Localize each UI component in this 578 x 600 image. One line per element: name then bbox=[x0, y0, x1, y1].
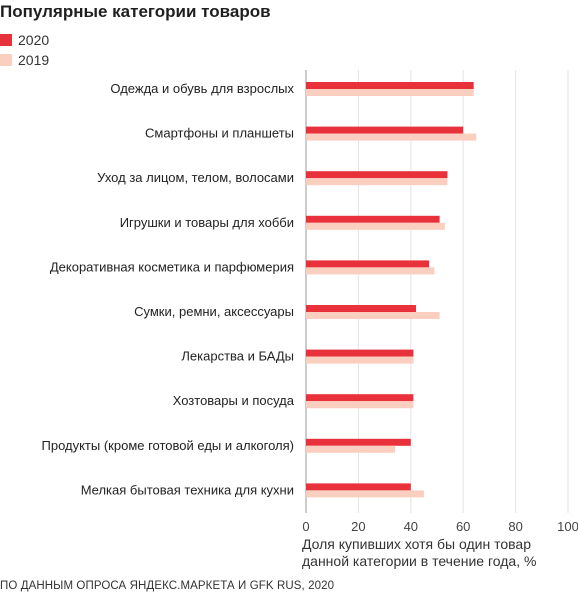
bar-2019 bbox=[306, 356, 414, 364]
bar-2020 bbox=[306, 483, 411, 491]
bar-2019 bbox=[306, 490, 424, 498]
legend-swatch-2020 bbox=[0, 34, 12, 46]
chart-title: Популярные категории товаров bbox=[0, 2, 271, 21]
category-label: Сумки, ремни, аксессуары bbox=[134, 304, 294, 319]
bar-2020 bbox=[306, 349, 414, 357]
bar-2019 bbox=[306, 401, 414, 409]
bar-2020 bbox=[306, 82, 474, 89]
legend-label-2020: 2020 bbox=[18, 32, 50, 48]
bar-2019 bbox=[306, 133, 477, 141]
x-tick-label: 40 bbox=[404, 519, 418, 534]
bar-2019 bbox=[306, 312, 440, 319]
bar-2020 bbox=[306, 171, 448, 179]
bar-2020 bbox=[306, 394, 414, 402]
x-tick-label: 100 bbox=[557, 519, 578, 534]
bar-2019 bbox=[306, 178, 448, 186]
bar-2019 bbox=[306, 445, 396, 453]
category-label: Уход за лицом, телом, волосами bbox=[97, 170, 294, 185]
legend-label-2019: 2019 bbox=[18, 52, 50, 68]
category-label: Декоративная косметика и парфюмерия bbox=[50, 259, 294, 274]
legend-item-2019: 2019 bbox=[0, 50, 49, 70]
bar-2019 bbox=[306, 89, 474, 96]
x-tick-label: 80 bbox=[508, 519, 522, 534]
legend-item-2020: 2020 bbox=[0, 30, 49, 50]
legend-swatch-2019 bbox=[0, 54, 12, 66]
bar-2019 bbox=[306, 222, 445, 230]
category-label: Продукты (кроме готовой еды и алкоголя) bbox=[42, 438, 295, 453]
category-label: Хозтовары и посуда bbox=[173, 393, 295, 408]
x-axis-label: данной категории в течение года, % bbox=[302, 553, 536, 569]
bar-2020 bbox=[306, 305, 417, 312]
bar-2020 bbox=[306, 126, 464, 134]
category-label: Игрушки и товары для хобби bbox=[120, 215, 294, 230]
bar-2020 bbox=[306, 215, 440, 223]
bar-2019 bbox=[306, 267, 435, 275]
x-tick-label: 0 bbox=[302, 519, 309, 534]
x-tick-label: 20 bbox=[351, 519, 365, 534]
category-label: Лекарства и БАДы bbox=[181, 349, 294, 364]
bar-2020 bbox=[306, 260, 430, 268]
bar-chart: Одежда и обувь для взрослых Смартфоны и п… bbox=[42, 70, 578, 569]
x-tick-label: 60 bbox=[456, 519, 470, 534]
category-label: Одежда и обувь для взрослых bbox=[110, 81, 294, 96]
bar-2020 bbox=[306, 438, 411, 446]
x-axis-label: Доля купивших хотя бы один товар bbox=[302, 536, 531, 552]
legend: 2020 2019 bbox=[0, 30, 49, 70]
category-label: Смартфоны и планшеты bbox=[145, 126, 294, 141]
source-note: ПО ДАННЫМ ОПРОСА ЯНДЕКС.МАРКЕТА И GFK RU… bbox=[0, 580, 335, 592]
category-label: Мелкая бытовая техника для кухни bbox=[81, 482, 294, 497]
